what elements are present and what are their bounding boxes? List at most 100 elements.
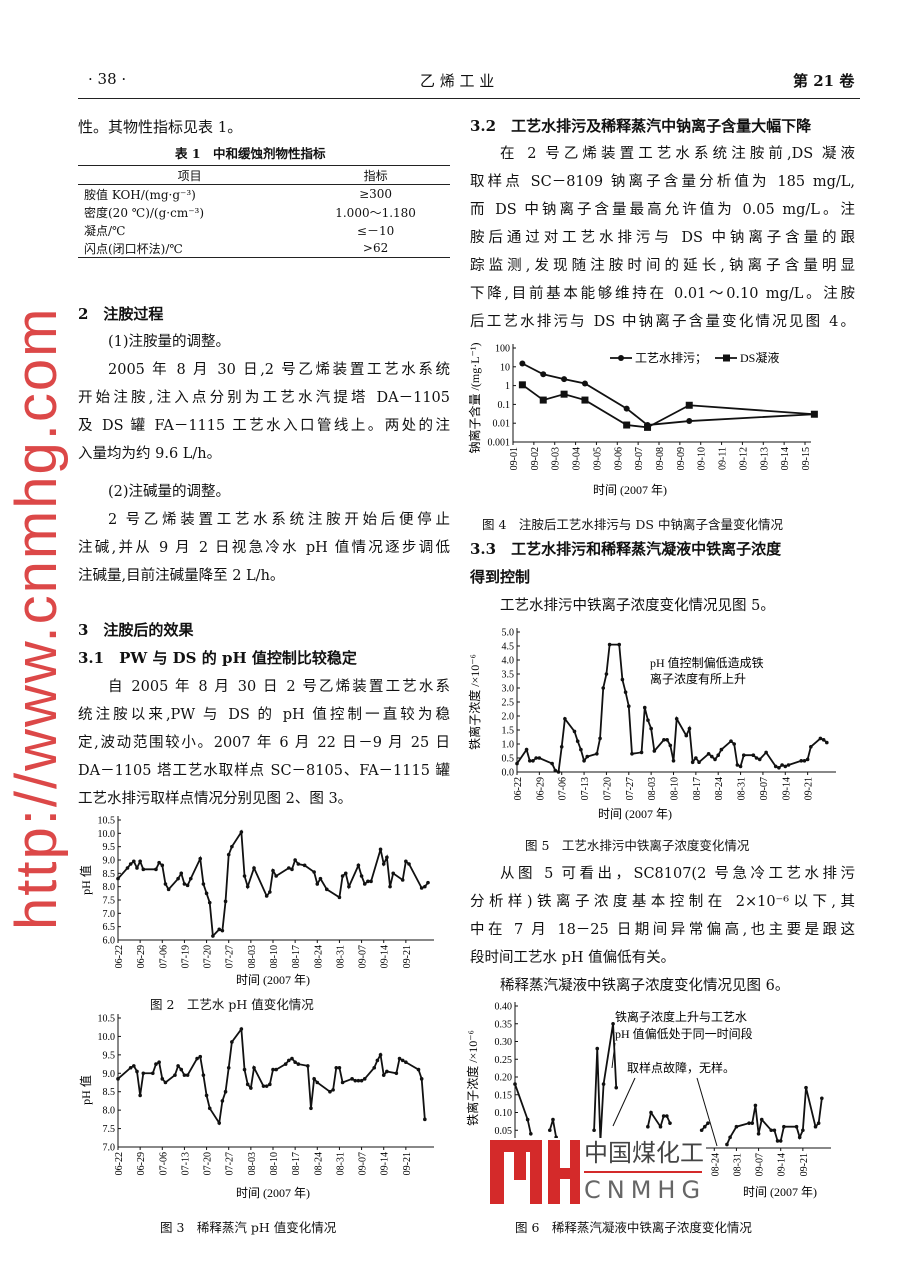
x-tick-label: 09-21 bbox=[402, 1152, 413, 1175]
data-point bbox=[595, 1046, 600, 1051]
data-point bbox=[287, 1058, 291, 1063]
y-tick-label: 5.0 bbox=[502, 628, 515, 639]
data-point bbox=[315, 1080, 320, 1085]
x-tick-label: 06-22 bbox=[114, 945, 125, 968]
journal-title: 乙 烯 工 业 bbox=[420, 72, 495, 90]
y-tick-label: 3.0 bbox=[502, 684, 515, 695]
data-point bbox=[154, 1062, 158, 1066]
data-point bbox=[769, 1128, 774, 1133]
paragraph-line: 统注胺以来,PW 与 DS 的 pH 值控制一直较为稳 bbox=[78, 707, 450, 723]
data-point bbox=[818, 736, 823, 741]
logo-en-text: CNMHG bbox=[584, 1176, 707, 1204]
data-point bbox=[207, 900, 212, 905]
data-point bbox=[550, 761, 554, 766]
x-tick-label: 08-24 bbox=[714, 777, 725, 800]
paragraph-line: 定,波动范围较小。2007 年 6 月 22 日－9 月 25 日 bbox=[78, 735, 450, 751]
data-point bbox=[185, 883, 190, 888]
data-point bbox=[271, 1067, 275, 1072]
x-axis-title: 时间 (2007 年) bbox=[598, 807, 672, 821]
data-point bbox=[261, 1084, 266, 1088]
paragraph-line: 及 DS 罐 FA－1115 工艺水入口管线上。两处的注 bbox=[78, 418, 450, 434]
data-point bbox=[697, 760, 701, 764]
data-point bbox=[734, 1124, 739, 1129]
data-point bbox=[604, 672, 609, 676]
data-point bbox=[585, 754, 590, 759]
data-point bbox=[821, 738, 826, 742]
table-cell: >62 bbox=[362, 241, 389, 255]
paragraph-line: 在 2 号乙烯装置工艺水系统注胺前,DS 凝液 bbox=[500, 146, 855, 162]
x-tick-label: 07-27 bbox=[225, 1152, 236, 1175]
data-point bbox=[710, 754, 714, 759]
x-tick-label: 09-21 bbox=[799, 1153, 810, 1176]
series-line bbox=[117, 829, 429, 939]
data-point bbox=[125, 866, 130, 870]
data-point bbox=[614, 1085, 619, 1090]
data-point bbox=[607, 642, 612, 647]
data-point bbox=[264, 1084, 269, 1088]
data-point bbox=[397, 1056, 402, 1061]
data-point bbox=[271, 868, 275, 873]
data-point bbox=[198, 856, 203, 861]
data-point bbox=[372, 1065, 377, 1070]
data-point bbox=[201, 882, 206, 886]
data-point bbox=[735, 763, 740, 767]
data-point bbox=[547, 1128, 552, 1133]
data-point bbox=[343, 871, 348, 876]
data-point bbox=[825, 740, 829, 745]
y-tick-label: 6.5 bbox=[103, 922, 116, 933]
y-tick-label: 0.30 bbox=[495, 1037, 513, 1048]
y-tick-label: 8.0 bbox=[103, 882, 116, 893]
data-point bbox=[359, 874, 364, 878]
data-point bbox=[725, 1142, 729, 1147]
data-point bbox=[729, 739, 733, 743]
x-tick-label: 09-05 bbox=[592, 447, 603, 470]
x-tick-label: 08-31 bbox=[335, 945, 346, 968]
data-point bbox=[661, 1114, 666, 1118]
data-point bbox=[182, 882, 187, 886]
data-point bbox=[525, 1117, 530, 1122]
data-point bbox=[252, 866, 256, 870]
logo-divider bbox=[584, 1171, 702, 1173]
data-point bbox=[556, 770, 561, 774]
data-point bbox=[601, 686, 606, 690]
y-axis-title: 铁离子浓度 /×10⁻⁶ bbox=[467, 654, 482, 750]
legend-label: DS凝液 bbox=[740, 350, 779, 365]
data-point bbox=[318, 876, 323, 881]
data-point bbox=[581, 396, 589, 404]
x-tick-label: 09-07 bbox=[358, 1152, 369, 1175]
y-tick-label: 0.001 bbox=[488, 438, 511, 449]
x-tick-label: 08-10 bbox=[670, 777, 681, 800]
data-point bbox=[141, 867, 146, 872]
data-point bbox=[738, 764, 743, 769]
data-point bbox=[646, 1124, 650, 1129]
data-point bbox=[274, 874, 278, 878]
x-tick-label: 09-14 bbox=[380, 945, 391, 968]
data-point bbox=[217, 927, 222, 932]
data-point bbox=[242, 874, 247, 878]
data-point bbox=[623, 690, 628, 694]
data-point bbox=[324, 887, 329, 892]
x-tick-label: 07-06 bbox=[558, 777, 569, 800]
data-point bbox=[572, 729, 577, 734]
x-tick-label: 09-04 bbox=[572, 447, 583, 470]
data-point bbox=[751, 753, 756, 757]
data-point bbox=[245, 884, 250, 889]
x-tick-label: 08-31 bbox=[732, 1153, 743, 1176]
data-point bbox=[274, 1067, 278, 1072]
data-point bbox=[268, 1082, 272, 1087]
data-point bbox=[179, 1067, 184, 1072]
data-point bbox=[337, 895, 342, 900]
data-point bbox=[783, 764, 788, 769]
data-point bbox=[753, 1103, 758, 1108]
data-point bbox=[780, 763, 784, 767]
paragraph-line: 稀释蒸汽凝液中铁离子浓度变化情况见图 6。 bbox=[500, 978, 790, 994]
cnmhg-logo: 中国煤化工 CNMHG bbox=[490, 1138, 706, 1206]
volume-label: 第 21 卷 bbox=[793, 72, 855, 90]
data-point bbox=[801, 1128, 805, 1133]
paragraph-line: 取样点 SC－8109 钠离子含量分析值为 185 mg/L, bbox=[470, 174, 855, 190]
data-point bbox=[524, 747, 529, 752]
data-point bbox=[163, 882, 168, 886]
y-tick-label: 10.0 bbox=[98, 829, 116, 840]
intro-text: 性。其物性指标见表 1。 bbox=[78, 118, 243, 136]
x-tick-label: 08-10 bbox=[269, 945, 280, 968]
